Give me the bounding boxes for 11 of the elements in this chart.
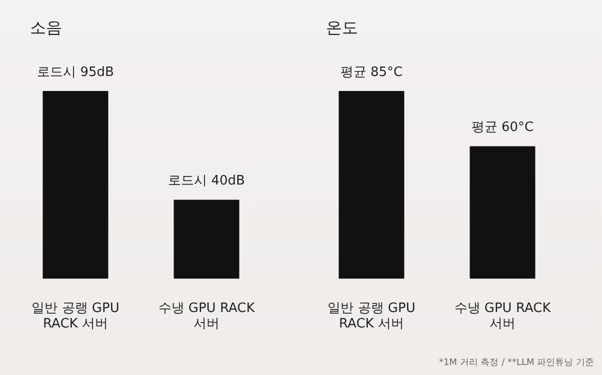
data-label: 로드시 95dB bbox=[37, 64, 114, 80]
x-tick-label: 수냉 GPU RACK 서버 bbox=[158, 300, 256, 332]
chart-title: 온도 bbox=[326, 18, 358, 39]
data-label: 로드시 40dB bbox=[168, 174, 245, 189]
chart-title: 소음 bbox=[30, 18, 62, 39]
x-tick-label: 일반 공랭 GPU RACK 서버 bbox=[328, 300, 416, 332]
text: *1M 거리 측정 / **LLM 파인튜닝 기준 bbox=[439, 357, 594, 369]
data-label: 평균 60°C bbox=[471, 120, 534, 136]
data-label: 평균 85°C bbox=[340, 64, 403, 80]
x-tick-label: 수냉 GPU RACK 서버 bbox=[454, 300, 552, 332]
x-tick-label: 일반 공랭 GPU RACK 서버 bbox=[32, 300, 120, 332]
